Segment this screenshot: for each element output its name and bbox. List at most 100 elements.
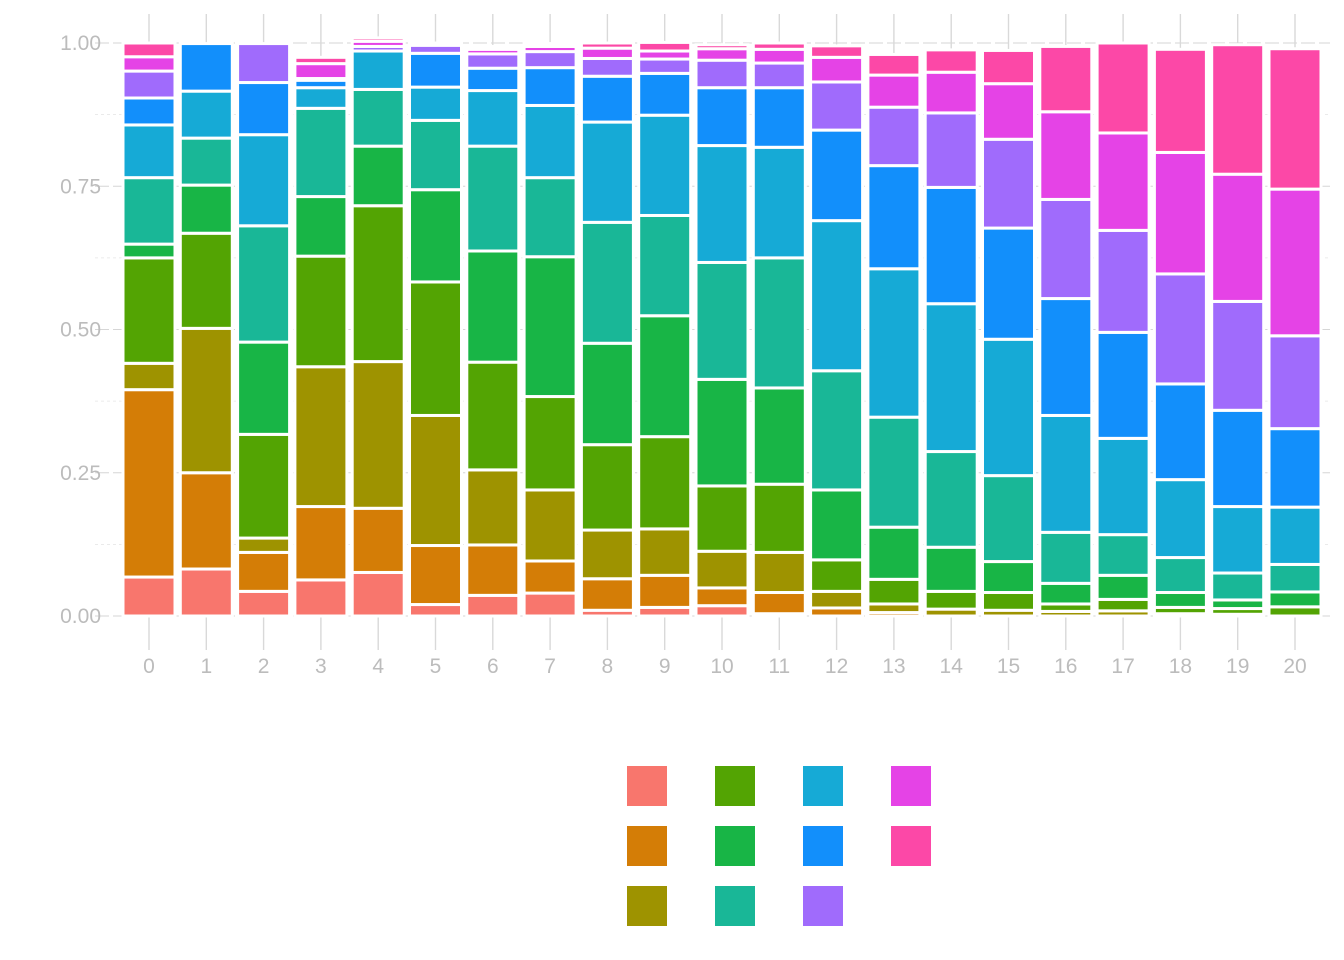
bar-segment (809, 589, 865, 610)
bar-segment (809, 488, 865, 562)
bar-segment (408, 280, 463, 417)
bar-segment (1095, 533, 1151, 577)
bar-segment (350, 87, 406, 148)
bar-segment (694, 43, 750, 51)
bar-segment (923, 70, 979, 115)
x-axis-ticks: 0 1 2 3 4 5 6 7 8 9 10 11 12 13 14 15 16 17 18 19 20 (143, 655, 1307, 678)
bar-segment (637, 57, 693, 75)
bar-segment (178, 89, 234, 140)
bar-segment (809, 44, 865, 59)
bar-segment (1038, 297, 1094, 417)
x-tick-label: 0 (143, 655, 155, 678)
bar-segment (1152, 556, 1208, 595)
bar-segment (350, 204, 406, 364)
bar-segment (866, 105, 922, 168)
bar-segment (1267, 505, 1323, 566)
bar-segment (293, 62, 349, 81)
bar-segment (579, 443, 635, 532)
bar-segment (293, 55, 349, 66)
x-tick-label: 18 (1169, 655, 1192, 678)
bar-segment (751, 47, 807, 65)
bar-segment (350, 49, 406, 91)
x-tick-label: 5 (430, 655, 442, 678)
bar-segment (408, 544, 463, 607)
bar-segment (1210, 172, 1266, 303)
bar-segment (866, 52, 922, 77)
bar-segment (408, 118, 463, 192)
bar-segment (178, 471, 234, 571)
bar-segment (1210, 408, 1266, 509)
bar-segment (350, 506, 406, 574)
bar-segment (809, 369, 865, 492)
bar-segment (522, 591, 578, 618)
bar-segment (350, 36, 406, 43)
bar-segment (408, 41, 463, 47)
bar-segment (1095, 228, 1151, 334)
bar-segment (522, 176, 578, 259)
bar-segment (923, 545, 979, 593)
bar-segment (178, 42, 234, 93)
x-tick-label: 12 (825, 655, 848, 678)
bar-segment (1095, 330, 1151, 440)
bar-segment (465, 144, 521, 253)
bar-segment (1038, 44, 1094, 114)
bar-segment (178, 567, 234, 618)
bar-segment (178, 183, 234, 235)
bar-segment (694, 144, 750, 264)
bar-segment (408, 188, 463, 284)
bar-segment (1152, 272, 1208, 386)
bar-segment (694, 604, 750, 618)
y-tick-label: 1.00 (60, 32, 101, 55)
bar-segment (694, 47, 750, 62)
bar-segment (1152, 591, 1208, 609)
bar-segment (465, 468, 521, 547)
bar-segment (522, 395, 578, 492)
x-tick-label: 17 (1111, 655, 1134, 678)
legend-key (627, 886, 667, 926)
bar-segment (637, 527, 693, 577)
bar-segment (522, 488, 578, 563)
bar-segment (236, 432, 292, 540)
bar-segment (1095, 41, 1151, 135)
bar-segment (121, 69, 177, 100)
legend-key (891, 826, 931, 866)
bar-segment (1210, 43, 1266, 176)
bar-segment (408, 413, 463, 548)
bar-segment (408, 603, 463, 618)
bar-segment (809, 128, 865, 223)
bar-segment (579, 120, 635, 224)
x-tick-label: 4 (372, 655, 384, 678)
x-tick-label: 11 (768, 655, 790, 678)
bar-segment (981, 591, 1036, 612)
legend-key (627, 826, 667, 866)
bar-segment (579, 46, 635, 60)
bar-segment (121, 176, 177, 246)
bar-segment (236, 340, 292, 436)
bar-segment (1152, 47, 1208, 154)
bar-segment (637, 314, 693, 439)
bar-segment (1210, 505, 1266, 575)
bar-segment (866, 164, 922, 271)
bar-segment (1210, 571, 1266, 602)
bar-segment (579, 528, 635, 581)
bar-segment (751, 41, 807, 51)
legend-key (627, 766, 667, 806)
bar-segment (637, 213, 693, 318)
legend-key (715, 886, 755, 926)
bar-segment (522, 66, 578, 107)
bar-segment (923, 589, 979, 611)
y-axis-ticks: 0.00 0.25 0.50 0.75 1.00 (60, 32, 101, 628)
bar-segment (866, 415, 922, 529)
legend-key (803, 826, 843, 866)
legend-key (891, 766, 931, 806)
bar-segment (637, 40, 693, 53)
bar-segment (579, 577, 635, 612)
bar-segment (923, 185, 979, 306)
x-tick-label: 9 (659, 655, 671, 678)
bar-segment (1152, 382, 1208, 482)
bar-segment (121, 96, 177, 127)
bar-segment (1095, 573, 1151, 601)
bar-segment (637, 435, 693, 531)
bar-segment (923, 111, 979, 189)
bar-segment (465, 89, 521, 148)
